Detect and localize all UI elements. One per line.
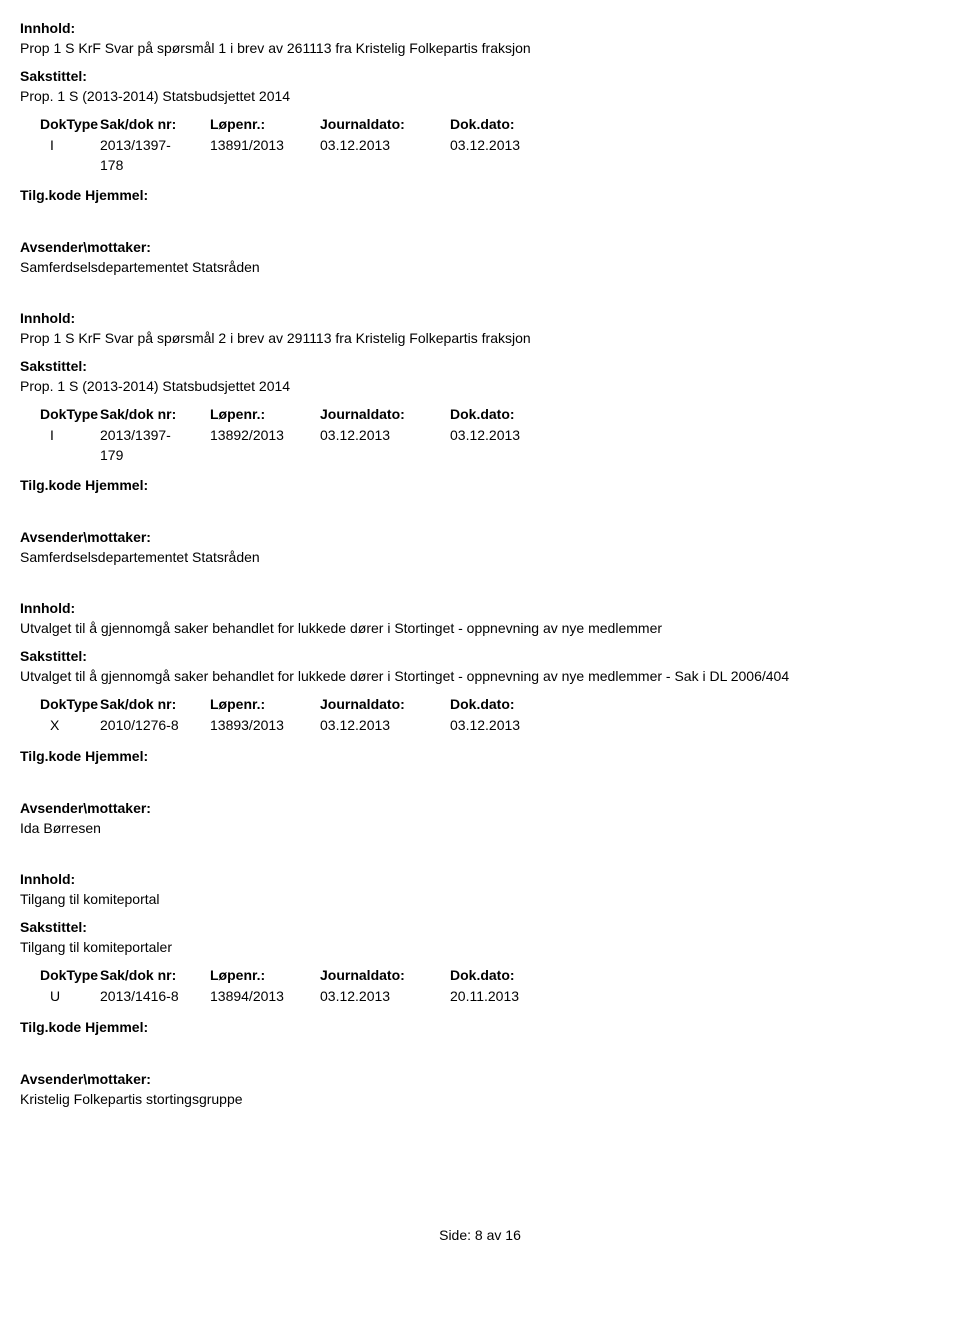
lopenr-header: Løpenr.: [210, 406, 320, 422]
innhold-value: Prop 1 S KrF Svar på spørsmål 1 i brev a… [20, 40, 940, 56]
doktype-header: DokType [20, 116, 100, 132]
doktype-header: DokType [20, 967, 100, 983]
table-row: X 2010/1276-8 13893/2013 03.12.2013 03.1… [20, 716, 940, 736]
tilgkode-label: Tilg.kode Hjemmel: [20, 477, 940, 493]
journaldato-header: Journaldato: [320, 696, 450, 712]
total-pages: 16 [505, 1227, 521, 1243]
record: Innhold: Utvalget til å gjennomgå saker … [20, 600, 940, 836]
lopenr-header: Løpenr.: [210, 696, 320, 712]
doktype-value: U [20, 987, 100, 1007]
table-row: I 2013/1397-179 13892/2013 03.12.2013 03… [20, 426, 940, 465]
innhold-label: Innhold: [20, 310, 940, 326]
innhold-label: Innhold: [20, 871, 940, 887]
page-number: 8 [475, 1227, 483, 1243]
tilgkode-value [20, 497, 940, 517]
sakdoknr-header: Sak/dok nr: [100, 406, 210, 422]
dokdato-value: 03.12.2013 [450, 716, 570, 736]
sakdoknr-header: Sak/dok nr: [100, 116, 210, 132]
hjemmel-text: Hjemmel: [85, 187, 148, 203]
innhold-value: Utvalget til å gjennomgå saker behandlet… [20, 620, 940, 636]
innhold-value: Prop 1 S KrF Svar på spørsmål 2 i brev a… [20, 330, 940, 346]
avsender-label: Avsender\mottaker: [20, 800, 940, 816]
sakdoknr-value: 2013/1397-178 [100, 136, 210, 175]
tilgkode-text: Tilg.kode [20, 187, 81, 203]
hjemmel-text: Hjemmel: [85, 748, 148, 764]
journaldato-header: Journaldato: [320, 967, 450, 983]
avsender-value: Ida Børresen [20, 820, 940, 836]
avsender-label: Avsender\mottaker: [20, 1071, 940, 1087]
journaldato-value: 03.12.2013 [320, 136, 450, 175]
lopenr-value: 13891/2013 [210, 136, 320, 175]
sakstittel-label: Sakstittel: [20, 68, 940, 84]
dokdato-value: 03.12.2013 [450, 136, 570, 175]
table-header: DokType Sak/dok nr: Løpenr.: Journaldato… [20, 406, 940, 422]
doktype-header: DokType [20, 696, 100, 712]
avsender-value: Samferdselsdepartementet Statsråden [20, 549, 940, 565]
journaldato-value: 03.12.2013 [320, 716, 450, 736]
tilgkode-label: Tilg.kode Hjemmel: [20, 748, 940, 764]
doktype-value: I [20, 426, 100, 465]
sakstittel-value: Prop. 1 S (2013-2014) Statsbudsjettet 20… [20, 378, 940, 394]
dokdato-value: 03.12.2013 [450, 426, 570, 465]
innhold-label: Innhold: [20, 20, 940, 36]
tilgkode-label: Tilg.kode Hjemmel: [20, 1019, 940, 1035]
dokdato-value: 20.11.2013 [450, 987, 570, 1007]
lopenr-header: Løpenr.: [210, 116, 320, 132]
table-header: DokType Sak/dok nr: Løpenr.: Journaldato… [20, 116, 940, 132]
sakstittel-value: Prop. 1 S (2013-2014) Statsbudsjettet 20… [20, 88, 940, 104]
lopenr-header: Løpenr.: [210, 967, 320, 983]
tilgkode-text: Tilg.kode [20, 1019, 81, 1035]
sakdoknr-header: Sak/dok nr: [100, 967, 210, 983]
doktype-value: X [20, 716, 100, 736]
innhold-label: Innhold: [20, 600, 940, 616]
innhold-value: Tilgang til komiteportal [20, 891, 940, 907]
sakstittel-value: Tilgang til komiteportaler [20, 939, 940, 955]
sakdoknr-header: Sak/dok nr: [100, 696, 210, 712]
journaldato-header: Journaldato: [320, 406, 450, 422]
av-label: av [487, 1227, 502, 1243]
sakstittel-label: Sakstittel: [20, 648, 940, 664]
table-row: I 2013/1397-178 13891/2013 03.12.2013 03… [20, 136, 940, 175]
tilgkode-text: Tilg.kode [20, 477, 81, 493]
sakstittel-label: Sakstittel: [20, 358, 940, 374]
page-footer: Side: 8 av 16 [20, 1227, 940, 1243]
sakstittel-value: Utvalget til å gjennomgå saker behandlet… [20, 668, 940, 684]
avsender-value: Kristelig Folkepartis stortingsgruppe [20, 1091, 940, 1107]
avsender-label: Avsender\mottaker: [20, 529, 940, 545]
dokdato-header: Dok.dato: [450, 967, 570, 983]
dokdato-header: Dok.dato: [450, 116, 570, 132]
tilgkode-value [20, 768, 940, 788]
avsender-value: Samferdselsdepartementet Statsråden [20, 259, 940, 275]
tilgkode-label: Tilg.kode Hjemmel: [20, 187, 940, 203]
sakdoknr-value: 2013/1397-179 [100, 426, 210, 465]
tilgkode-value [20, 1039, 940, 1059]
sakdoknr-value: 2013/1416-8 [100, 987, 210, 1007]
sakdoknr-value: 2010/1276-8 [100, 716, 210, 736]
avsender-label: Avsender\mottaker: [20, 239, 940, 255]
hjemmel-text: Hjemmel: [85, 477, 148, 493]
lopenr-value: 13893/2013 [210, 716, 320, 736]
lopenr-value: 13892/2013 [210, 426, 320, 465]
side-label: Side: [439, 1227, 471, 1243]
journaldato-header: Journaldato: [320, 116, 450, 132]
journaldato-value: 03.12.2013 [320, 987, 450, 1007]
doktype-value: I [20, 136, 100, 175]
record: Innhold: Prop 1 S KrF Svar på spørsmål 2… [20, 310, 940, 565]
table-row: U 2013/1416-8 13894/2013 03.12.2013 20.1… [20, 987, 940, 1007]
journaldato-value: 03.12.2013 [320, 426, 450, 465]
table-header: DokType Sak/dok nr: Løpenr.: Journaldato… [20, 696, 940, 712]
tilgkode-value [20, 207, 940, 227]
sakstittel-label: Sakstittel: [20, 919, 940, 935]
doktype-header: DokType [20, 406, 100, 422]
table-header: DokType Sak/dok nr: Løpenr.: Journaldato… [20, 967, 940, 983]
record: Innhold: Prop 1 S KrF Svar på spørsmål 1… [20, 20, 940, 275]
dokdato-header: Dok.dato: [450, 406, 570, 422]
dokdato-header: Dok.dato: [450, 696, 570, 712]
tilgkode-text: Tilg.kode [20, 748, 81, 764]
lopenr-value: 13894/2013 [210, 987, 320, 1007]
hjemmel-text: Hjemmel: [85, 1019, 148, 1035]
record: Innhold: Tilgang til komiteportal Saksti… [20, 871, 940, 1107]
